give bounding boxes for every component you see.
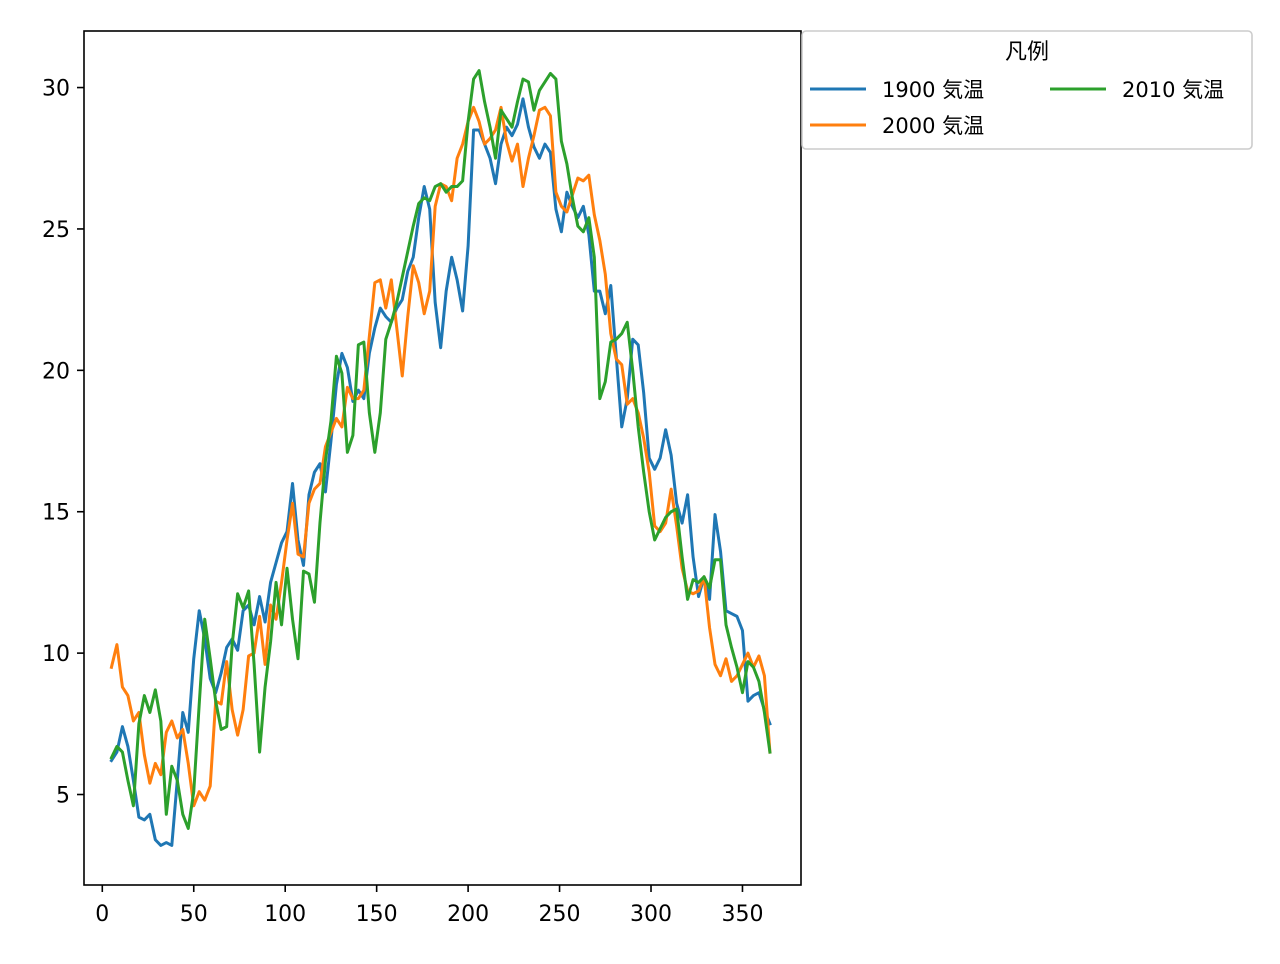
series-line-2 <box>109 69 772 830</box>
x-tick-label: 100 <box>264 902 306 927</box>
legend-label-0: 1900 気温 <box>882 78 984 102</box>
y-tick-label: 20 <box>42 359 70 384</box>
y-tick-label: 15 <box>42 501 70 526</box>
y-tick-label: 10 <box>42 642 70 667</box>
legend-box <box>801 30 1253 150</box>
x-tick-label: 350 <box>721 902 763 927</box>
x-tick-label: 150 <box>356 902 398 927</box>
y-tick-label: 5 <box>56 784 70 809</box>
legend-title: 凡例 <box>1005 40 1049 65</box>
x-tick-label: 250 <box>539 902 581 927</box>
x-tick-label: 0 <box>95 902 109 927</box>
legend-label-1: 2000 気温 <box>882 114 984 138</box>
y-tick-label: 25 <box>42 218 70 243</box>
plot-frame <box>83 30 802 886</box>
x-tick-label: 300 <box>630 902 672 927</box>
legend-label-2: 2010 気温 <box>1122 78 1224 102</box>
x-tick-label: 50 <box>180 902 208 927</box>
series-line-0 <box>109 97 772 847</box>
y-tick-label: 30 <box>42 77 70 102</box>
x-tick-label: 200 <box>447 902 489 927</box>
